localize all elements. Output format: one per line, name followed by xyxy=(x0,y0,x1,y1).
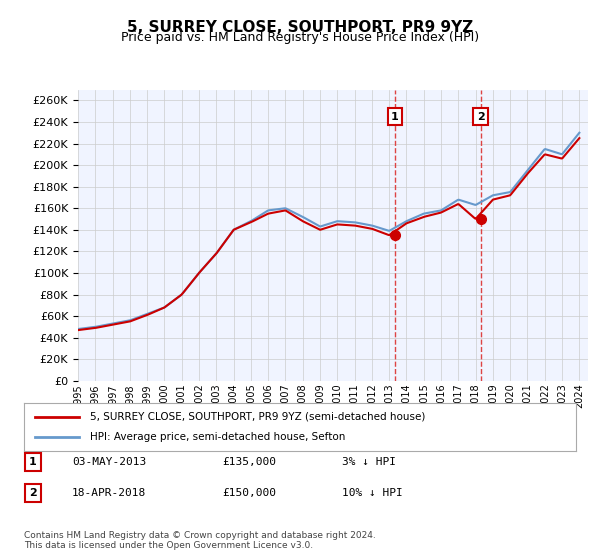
Text: Contains HM Land Registry data © Crown copyright and database right 2024.
This d: Contains HM Land Registry data © Crown c… xyxy=(24,530,376,550)
Text: 3% ↓ HPI: 3% ↓ HPI xyxy=(342,457,396,467)
Text: 1: 1 xyxy=(391,111,399,122)
Text: 5, SURREY CLOSE, SOUTHPORT, PR9 9YZ: 5, SURREY CLOSE, SOUTHPORT, PR9 9YZ xyxy=(127,20,473,35)
Text: 18-APR-2018: 18-APR-2018 xyxy=(72,488,146,498)
Text: HPI: Average price, semi-detached house, Sefton: HPI: Average price, semi-detached house,… xyxy=(90,432,346,442)
Text: £150,000: £150,000 xyxy=(222,488,276,498)
Text: 5, SURREY CLOSE, SOUTHPORT, PR9 9YZ (semi-detached house): 5, SURREY CLOSE, SOUTHPORT, PR9 9YZ (sem… xyxy=(90,412,425,422)
Text: £135,000: £135,000 xyxy=(222,457,276,467)
Text: 2: 2 xyxy=(477,111,485,122)
Text: 10% ↓ HPI: 10% ↓ HPI xyxy=(342,488,403,498)
Text: Price paid vs. HM Land Registry's House Price Index (HPI): Price paid vs. HM Land Registry's House … xyxy=(121,31,479,44)
Text: 03-MAY-2013: 03-MAY-2013 xyxy=(72,457,146,467)
Text: 2: 2 xyxy=(29,488,37,498)
Text: 1: 1 xyxy=(29,457,37,467)
